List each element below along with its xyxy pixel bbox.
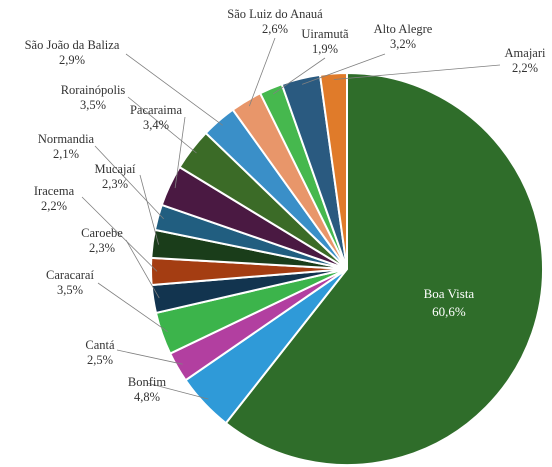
slice-label-normandia: Normandia (38, 132, 95, 146)
slices-layer (150, 71, 544, 466)
slice-label-alto-alegre: Alto Alegre (374, 22, 433, 36)
leader-line-iracema (81, 196, 158, 272)
leader-line-caracarai (97, 282, 168, 333)
pie-slice-amajari (318, 71, 348, 270)
leader-line-pacaraima (174, 116, 186, 189)
leader-line-caroebe (125, 239, 160, 299)
leader-line-normandia (94, 145, 164, 220)
slice-value-caracarai: 3,5% (57, 283, 83, 297)
leader-line-bonfim (146, 382, 209, 400)
slice-value-canta: 2,5% (87, 353, 113, 367)
slice-label-canta: Cantá (85, 338, 115, 352)
slice-label-sao-joao-da-baliza: São João da Baliza (25, 38, 120, 52)
slice-label-bonfim: Bonfim (128, 375, 166, 389)
leader-line-sao-luiz-do-anaua (248, 37, 276, 107)
leader-lines-layer (81, 37, 501, 400)
leader-line-rorainopolis (127, 96, 197, 154)
slice-label-rorainopolis: Rorainópolis (61, 83, 126, 97)
slice-value-alto-alegre: 3,2% (390, 37, 416, 51)
leader-line-sao-joao-da-baliza (125, 53, 223, 126)
slice-value-bonfim: 4,8% (134, 390, 160, 404)
slice-value-pacaraima: 3,4% (143, 118, 169, 132)
slice-value-mucajai: 2,3% (102, 177, 128, 191)
slice-value-sao-joao-da-baliza: 2,9% (59, 53, 85, 67)
leader-line-alto-alegre (301, 53, 386, 85)
slice-value-uiramuta: 1,9% (312, 42, 338, 56)
leader-line-canta (116, 349, 183, 365)
slice-value-amajari: 2,2% (512, 61, 538, 75)
slice-label-caroebe: Caroebe (81, 226, 123, 240)
slice-value-sao-luiz-do-anaua: 2,6% (262, 22, 288, 36)
slice-label-amajari: Amajari (505, 46, 546, 60)
slice-label-iracema: Iracema (34, 184, 75, 198)
slice-value-rorainopolis: 3,5% (80, 98, 106, 112)
slice-label-caracarai: Caracaraí (46, 268, 94, 282)
slice-value-boa-vista: 60,6% (432, 304, 466, 319)
leader-line-uiramuta (272, 57, 326, 95)
slice-value-iracema: 2,2% (41, 199, 67, 213)
slice-label-sao-luiz-do-anaua: São Luiz do Anauá (227, 7, 323, 21)
slice-value-normandia: 2,1% (53, 147, 79, 161)
slice-label-uiramuta: Uiramutã (301, 27, 349, 41)
slice-label-mucajai: Mucajaí (95, 162, 136, 176)
leader-line-mucajai (139, 174, 159, 245)
slice-label-boa-vista: Boa Vista (424, 286, 475, 301)
slice-value-caroebe: 2,3% (89, 241, 115, 255)
pie-slice-boa-vista (224, 71, 544, 466)
slice-label-pacaraima: Pacaraima (130, 103, 183, 117)
leader-line-amajari (333, 64, 501, 80)
